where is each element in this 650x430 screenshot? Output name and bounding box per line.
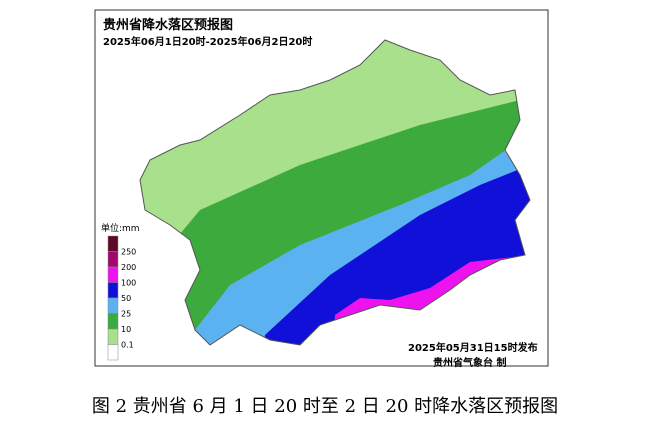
legend-label: 10	[121, 325, 131, 334]
legend-label: 50	[121, 294, 131, 303]
legend-swatch	[107, 266, 119, 283]
figure-caption: 图 2 贵州省 6 月 1 日 20 时至 2 日 20 时降水落区预报图	[92, 396, 558, 417]
map-subtitle: 2025年06月1日20时-2025年06月2日20时	[103, 35, 312, 48]
legend-swatch	[107, 313, 119, 330]
legend-swatch	[107, 282, 119, 299]
legend-label: 100	[121, 279, 136, 288]
legend-unit: 单位:mm	[101, 222, 140, 234]
legend-swatch	[107, 344, 119, 361]
legend-label: 25	[121, 310, 131, 319]
legend-label: 0.1	[121, 341, 134, 350]
issuer: 贵州省气象台 制	[433, 356, 506, 369]
legend-label: 200	[121, 263, 136, 272]
legend-swatch	[107, 328, 119, 345]
legend-label: 250	[121, 248, 136, 257]
legend: 250 200 100 50 25 10 0.1	[107, 235, 136, 361]
legend-swatch	[107, 235, 119, 252]
legend-swatch	[107, 297, 119, 314]
legend-swatch	[107, 251, 119, 268]
map-title: 贵州省降水落区预报图	[103, 17, 233, 33]
issue-time: 2025年05月31日15时发布	[408, 341, 538, 354]
